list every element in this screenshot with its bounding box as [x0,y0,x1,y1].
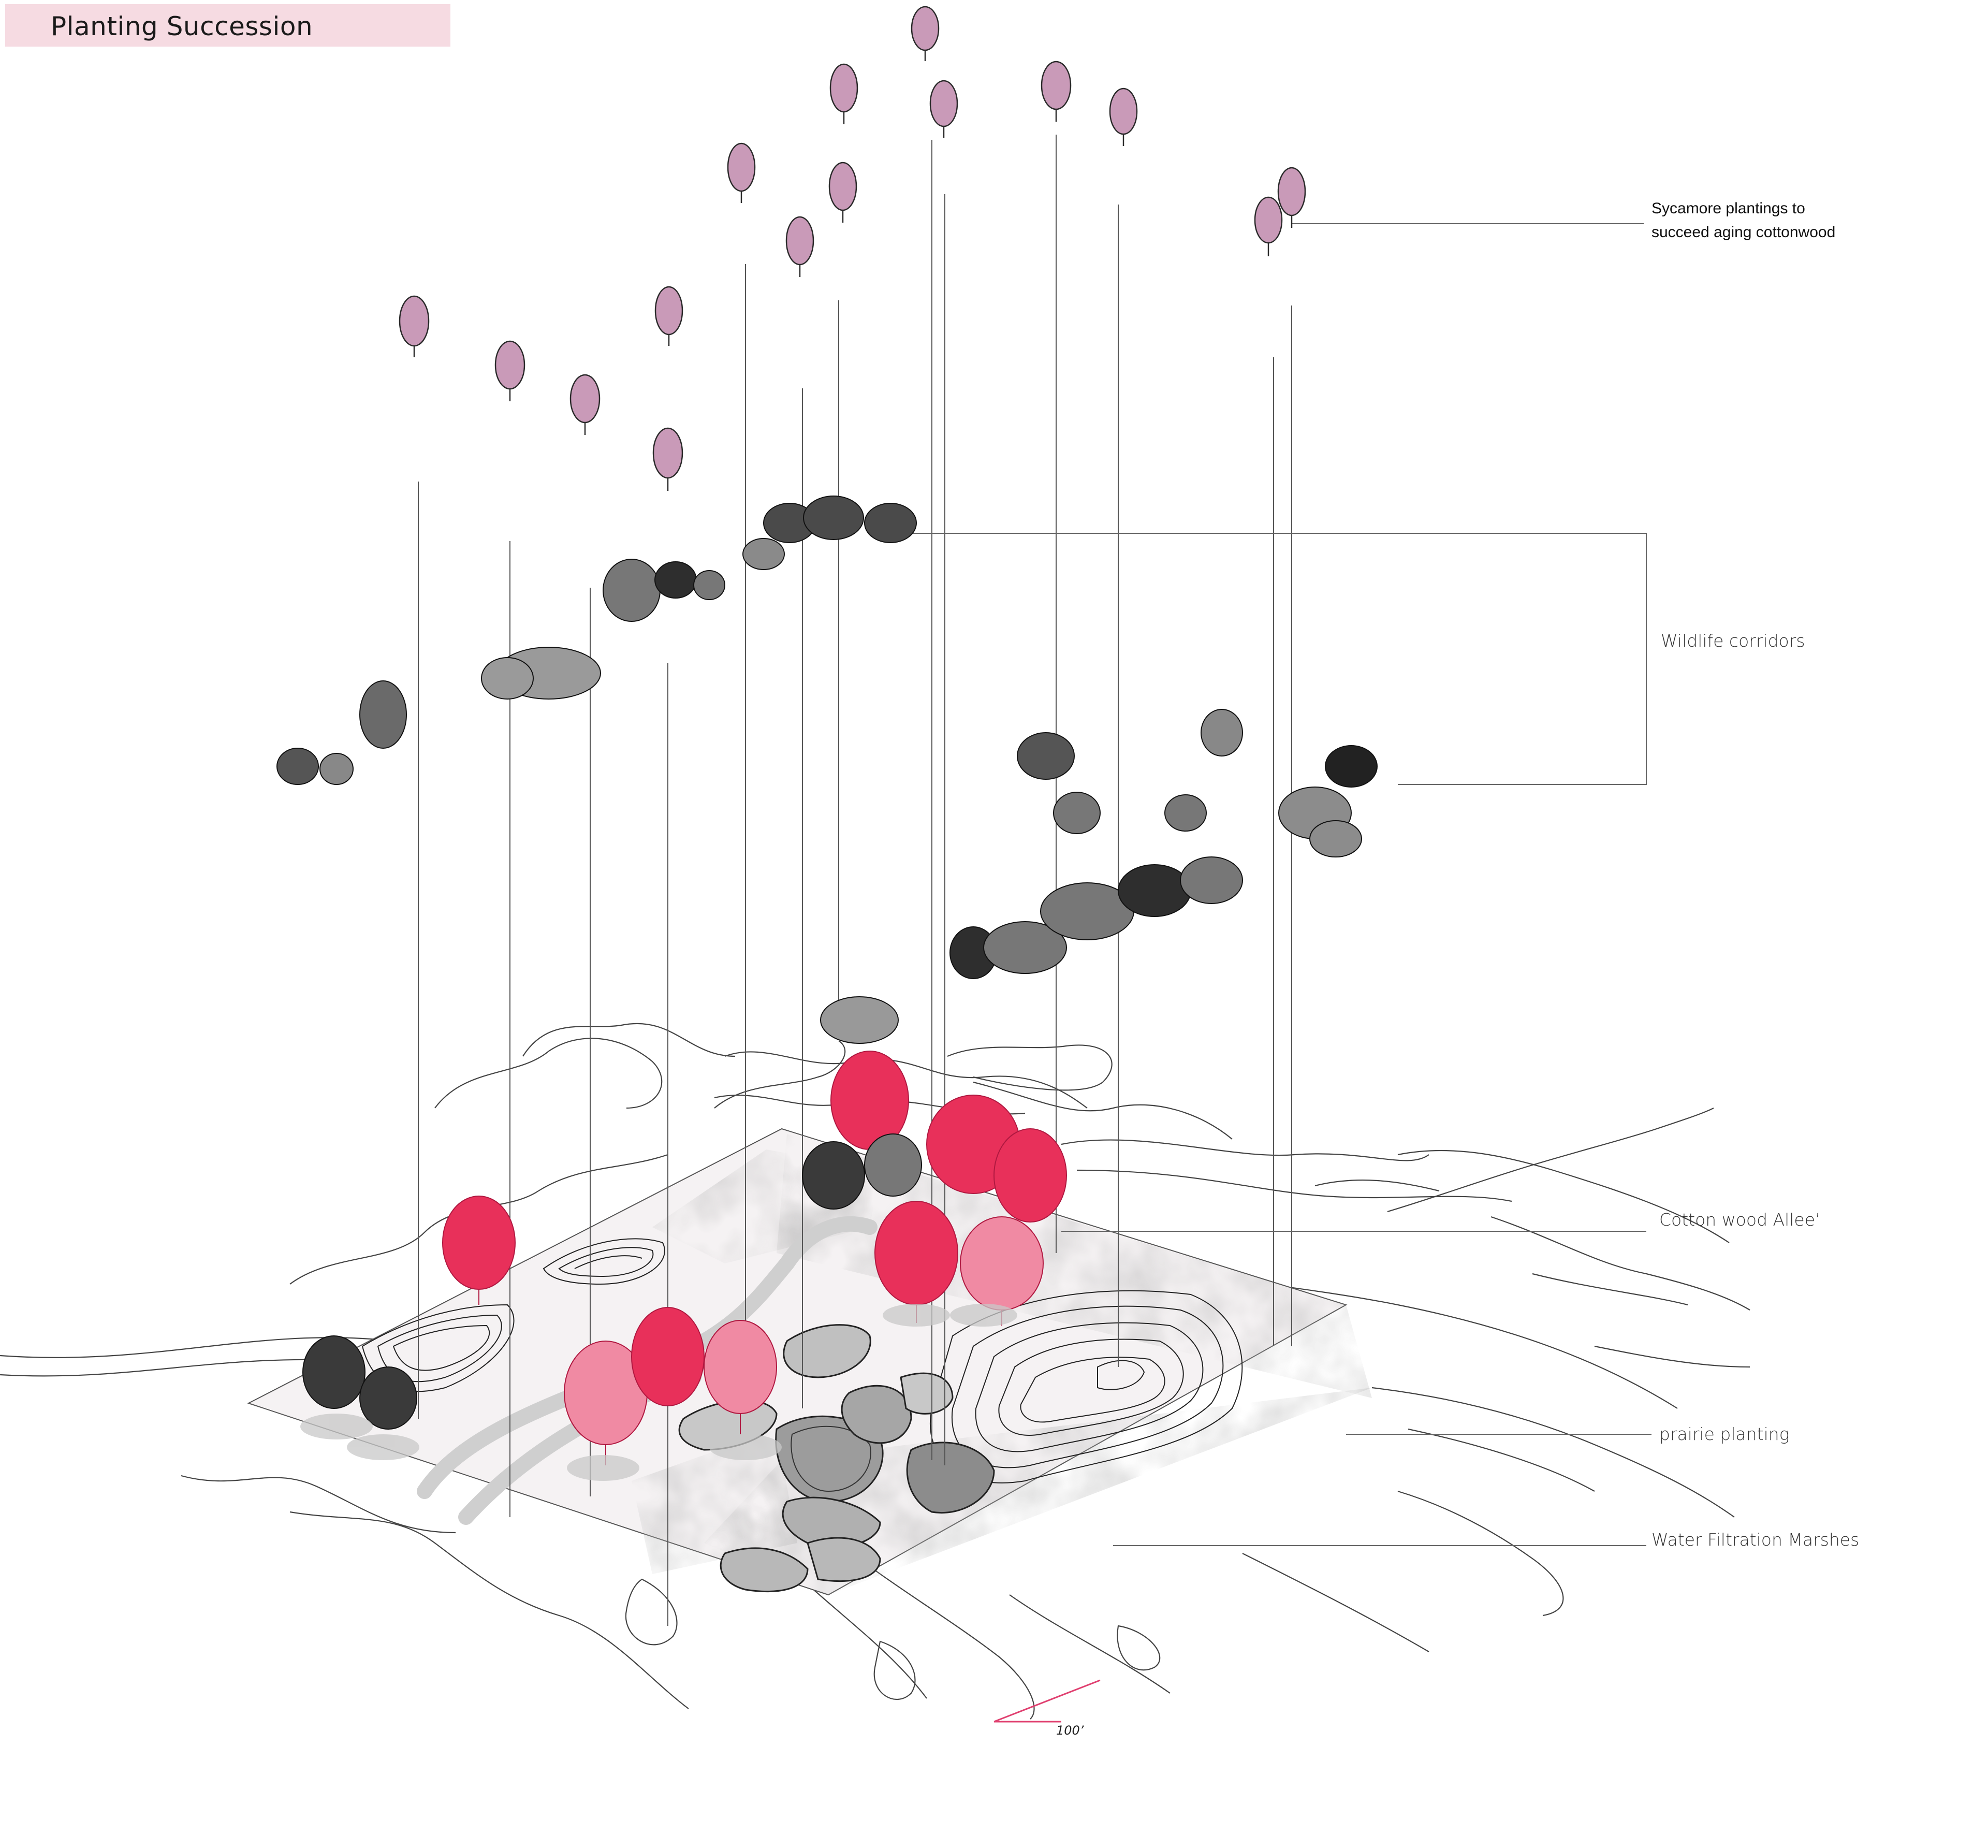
scale-label: 100’ [1056,1723,1084,1738]
wildlife-cluster [603,559,725,622]
sycamore-tree [1109,88,1138,146]
callout-lines [906,223,1651,1546]
sycamore-tree [785,216,814,277]
sycamore-tree [1254,196,1283,256]
wildlife-cluster [1278,745,1378,857]
cottonwood-tree [993,1128,1067,1223]
sycamore-tree [494,340,525,401]
label-sycamore-line1: Sycamore plantings to [1651,200,1805,217]
label-sycamore-line2: succeed aging cottonwood [1651,224,1836,241]
sycamore-tree [911,6,940,61]
sycamore-tree [652,427,683,491]
cottonwood-tree [631,1307,705,1406]
label-wildlife-corridors: Wildlife corridors [1661,631,1805,651]
existing-tree [802,1133,922,1210]
label-prairie-planting: prairie planting [1659,1424,1790,1444]
sycamore-tree [829,63,858,124]
existing-tree [302,1335,417,1430]
wildlife-cluster [820,996,899,1044]
cottonwood-tree [442,1196,516,1305]
marsh-cells [678,1324,995,1593]
label-sycamore-plantings: Sycamore plantings to succeed aging cott… [1651,197,1835,244]
existing-trees [302,1133,922,1430]
sycamore-tree [929,80,958,138]
scale-bar [993,1679,1101,1723]
wildlife-cluster [1017,709,1243,834]
sycamore-tree [569,374,601,435]
sycamore-tree [654,286,683,346]
page-title: Planting Succession [51,11,313,41]
wildlife-cluster [276,680,407,785]
wildlife-cluster [481,647,601,700]
sycamore-tree [1277,167,1306,228]
wildlife-cluster [742,496,917,570]
wildlife-corridor-planting [276,496,1378,1044]
sycamore-plantings [399,6,1306,491]
title-banner: Planting Succession [5,4,450,47]
sycamore-tree [399,295,430,357]
label-cottonwood-allee: Cotton wood Allee’ [1659,1210,1821,1230]
label-water-filtration-marshes: Water Filtration Marshes [1651,1530,1860,1550]
sycamore-tree [727,142,756,203]
tree-shadows [300,1304,1017,1481]
cottonwood-allee [442,1051,1067,1465]
sycamore-tree [1041,61,1072,122]
sycamore-tree [828,162,857,223]
cottonwood-tree [704,1320,777,1434]
wildlife-cluster [949,856,1243,979]
